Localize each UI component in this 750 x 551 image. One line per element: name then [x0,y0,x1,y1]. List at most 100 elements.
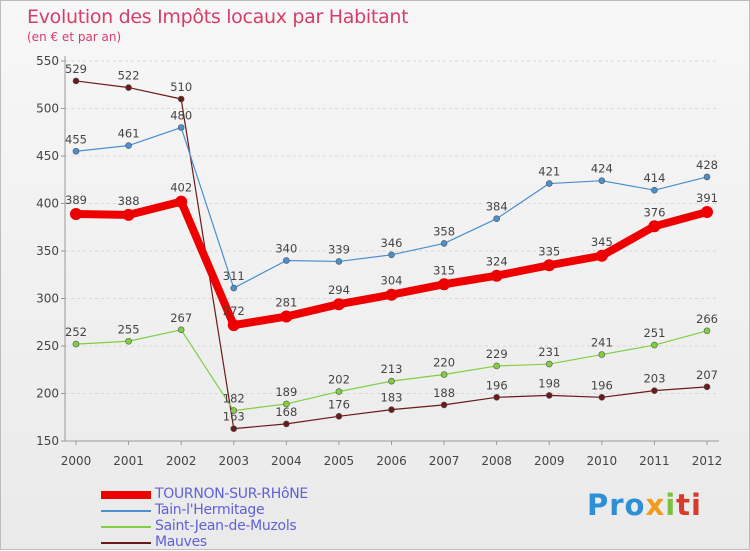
data-label: 255 [118,322,140,336]
data-label: 189 [275,385,297,399]
data-point [335,388,343,395]
y-tick-label: 250 [36,339,59,353]
data-label: 455 [65,132,87,146]
data-point [703,173,711,181]
data-label: 461 [118,127,140,141]
data-point [177,95,185,103]
data-label: 176 [328,397,350,411]
x-tick-label: 2011 [639,454,670,468]
data-label: 311 [223,269,245,283]
data-point [70,207,82,220]
logo-part-2: x [645,488,666,522]
data-label: 384 [486,200,508,214]
data-point [595,249,608,262]
data-point [125,337,132,345]
data-label: 529 [65,62,87,76]
y-tick-label: 450 [36,149,59,163]
data-point [125,84,132,91]
data-point [72,77,80,85]
data-label: 163 [223,410,245,424]
legend-swatch [101,510,151,512]
data-point [335,258,343,265]
logo-part-3: i [665,488,677,522]
legend-label: Mauves [155,534,207,550]
proxiti-logo: Proxiti [587,488,702,522]
logo-part-1: Pro [587,488,646,522]
chart-title: Evolution des Impôts locaux par Habitant [27,6,409,28]
data-label: 183 [381,391,403,405]
data-label: 182 [223,392,245,406]
data-point [388,406,395,413]
data-label: 188 [433,386,455,400]
data-label: 340 [275,242,297,256]
legend-swatch [101,526,151,528]
data-point [648,220,661,233]
x-tick-label: 2006 [376,454,407,468]
data-point [72,147,80,155]
data-label: 315 [433,263,455,277]
data-label: 294 [328,283,350,297]
y-tick-label: 150 [36,434,59,448]
data-label: 376 [643,205,665,219]
y-tick-label: 550 [36,54,59,68]
data-point [283,420,290,428]
legend-swatch [101,542,151,544]
data-point [230,284,238,292]
data-label: 388 [118,194,140,208]
data-label: 196 [591,378,613,392]
data-label: 421 [538,165,560,179]
y-tick-label: 350 [36,244,59,258]
data-label: 345 [591,235,613,249]
data-label: 358 [433,224,455,238]
data-point [545,392,553,399]
data-point [283,257,290,264]
legend-swatch [101,491,151,499]
data-label: 339 [328,242,350,256]
y-tick-label: 200 [36,387,59,401]
data-point [125,142,132,149]
data-label: 168 [275,405,297,419]
data-label: 324 [486,255,508,269]
data-point [440,401,448,409]
x-tick-label: 2001 [113,454,144,468]
legend-label: Saint-Jean-de-Muzols [155,518,297,534]
data-label: 207 [696,368,718,382]
data-label: 510 [170,80,192,94]
legend-label: TOURNON-SUR-RHôNE [155,486,308,502]
data-label: 231 [538,345,560,359]
data-point [493,393,500,401]
data-label: 196 [486,378,508,392]
x-tick-label: 2000 [61,454,92,468]
data-label: 241 [591,336,613,350]
data-point [598,393,606,401]
data-point [493,362,500,370]
data-point [283,400,290,408]
data-label: 213 [381,362,403,376]
data-label: 346 [381,236,403,250]
data-label: 389 [65,193,87,207]
data-point [493,215,500,222]
data-label: 335 [538,244,560,258]
y-tick-label: 400 [36,197,59,211]
data-label: 391 [696,191,718,205]
data-point [545,360,553,368]
legend-label: Tain-l'Hermitage [155,502,265,518]
data-point [230,407,238,414]
data-label: 424 [591,162,613,176]
data-point [227,319,240,332]
data-label: 272 [223,304,245,318]
y-tick-label: 300 [36,292,59,306]
data-label: 202 [328,373,350,387]
data-point [598,177,606,184]
x-tick-label: 2008 [481,454,512,468]
x-tick-label: 2010 [587,454,618,468]
data-label: 267 [170,311,192,325]
data-point [122,208,135,221]
data-point [651,341,658,349]
data-label: 414 [643,171,665,185]
data-label: 251 [643,326,665,340]
x-tick-label: 2004 [271,454,302,468]
data-point [72,340,80,348]
data-label: 304 [381,274,403,288]
